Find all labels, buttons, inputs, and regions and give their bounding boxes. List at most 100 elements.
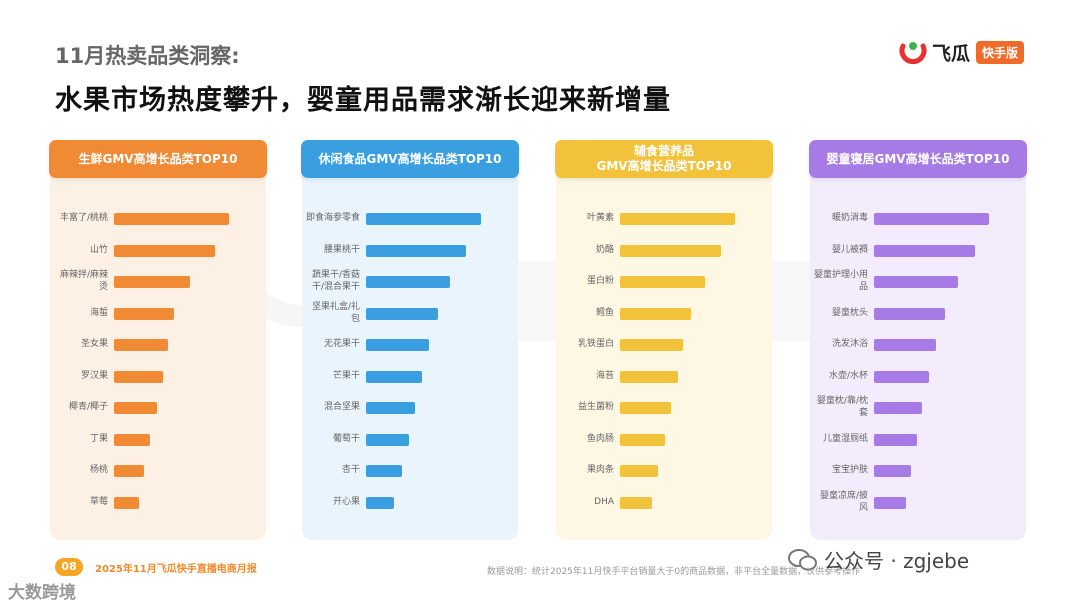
bar	[620, 307, 691, 320]
category-label: 混合坚果	[323, 402, 360, 413]
bar	[366, 496, 394, 509]
category-label: 麻辣拌/麻辣烫	[59, 270, 108, 292]
bar-row: 儿童湿厕纸	[812, 425, 917, 455]
category-label: 即食海参零食	[305, 213, 360, 224]
bar-row: 圣女果	[52, 330, 168, 360]
bar-row: 婴童枕/靠/枕套	[812, 393, 922, 423]
bar	[620, 496, 652, 509]
bar	[114, 465, 144, 477]
category-label: 海苔	[595, 370, 614, 381]
category-label: 丁果	[89, 433, 108, 444]
bar	[874, 433, 917, 446]
bar-row: 婴童护理小用品	[812, 267, 958, 297]
bar-row: 叶黄素	[558, 204, 735, 234]
data-note: 数据说明：统计2025年11月快手平台销量大于0的商品数据，非平台全量数据，仅供…	[487, 567, 861, 577]
category-label: 芒果干	[332, 370, 360, 381]
bar	[620, 370, 678, 383]
bar	[114, 433, 150, 446]
bar-row: 罗汉果	[52, 362, 163, 392]
bar	[366, 433, 409, 446]
bar-row: 草莓	[52, 488, 139, 518]
bar-row: 椰青/椰子	[52, 393, 157, 423]
category-label: 婴童凉席/披风	[819, 490, 868, 513]
bar-row: 鳕鱼	[558, 299, 691, 329]
bar-row: 洗发沐浴	[812, 330, 936, 360]
chart-title: 休闲食品GMV高增长品类TOP10	[301, 140, 519, 178]
category-label: 丰富了/桃桃	[59, 213, 108, 224]
bar	[620, 244, 721, 257]
bar	[366, 465, 402, 477]
bar-row: 混合坚果	[304, 393, 415, 423]
bar-row: 无花果干	[304, 330, 429, 360]
bar-row: 麻辣拌/麻辣烫	[52, 267, 190, 297]
bar-row: 芒果干	[304, 362, 422, 392]
bar-row: 葡萄干	[304, 425, 409, 455]
category-label: 水壶/水杯	[828, 370, 868, 381]
category-label: 杏干	[341, 465, 360, 476]
bar	[114, 370, 163, 383]
category-label: 婴儿被褥	[831, 244, 868, 255]
category-label: 宝宝护肤	[831, 465, 868, 476]
category-label: 葡萄干	[332, 433, 360, 444]
bar	[366, 339, 429, 351]
bar-row: 丁果	[52, 425, 150, 455]
feigua-logo-icon	[899, 42, 927, 65]
category-label: 益生菌粉	[577, 402, 614, 413]
bar	[620, 339, 683, 351]
page-number: 08	[55, 558, 83, 576]
bar	[366, 244, 466, 257]
bar	[114, 276, 190, 288]
bar-row: 海蜇	[52, 299, 174, 329]
category-label: 鳕鱼	[595, 307, 614, 318]
category-label: 罗汉果	[80, 370, 108, 381]
chart-title: 辅食营养品 GMV高增长品类TOP10	[555, 140, 773, 178]
category-label: 腰果桃干	[323, 244, 360, 255]
bar	[366, 402, 415, 414]
category-label: 洗发沐浴	[831, 339, 868, 350]
bar-row: 果肉条	[558, 456, 658, 486]
bar	[874, 307, 945, 320]
category-label: 蛋白粉	[586, 276, 614, 287]
bar	[366, 370, 422, 383]
bar	[366, 213, 481, 225]
category-label: 叶黄素	[586, 213, 614, 224]
bar	[620, 213, 735, 225]
page-title: 水果市场热度攀升，婴童用品需求渐长迎来新增量	[55, 85, 671, 116]
bar	[874, 276, 958, 288]
category-label: 海蜇	[89, 307, 108, 318]
bar-row: 丰富了/桃桃	[52, 204, 229, 234]
bar-row: 益生菌粉	[558, 393, 671, 423]
category-label: 无花果干	[323, 339, 360, 350]
category-label: 草莓	[89, 496, 108, 507]
bar	[114, 213, 229, 225]
chart-title: 生鲜GMV高增长品类TOP10	[49, 140, 267, 178]
category-label: DHA	[594, 496, 614, 507]
bar-row: 乳铁蛋白	[558, 330, 683, 360]
bar-row: 开心果	[304, 488, 394, 518]
category-label: 奶酪	[595, 244, 614, 255]
bar-row: 海苔	[558, 362, 678, 392]
bar-row: 宝宝护肤	[812, 456, 911, 486]
bar	[874, 244, 975, 257]
wechat-label: 公众号 · zgjebe	[824, 549, 970, 573]
category-label: 婴童护理小用品	[813, 270, 868, 292]
chart-title: 婴童寝居GMV高增长品类TOP10	[809, 140, 1027, 178]
wechat-account: 公众号 · zgjebe	[788, 545, 969, 574]
bar-row: 坚果礼盒/礼包	[304, 299, 438, 329]
bar	[874, 370, 929, 383]
category-label: 山竹	[89, 244, 108, 255]
bar-row: 蔬果干/香菇干/混合果干	[304, 267, 450, 297]
category-label: 坚果礼盒/礼包	[311, 301, 360, 324]
bar	[620, 465, 658, 477]
category-label: 果肉条	[586, 465, 614, 476]
brand-logo: 飞瓜 快手版	[898, 37, 1025, 67]
bar	[366, 307, 438, 320]
bar-row: DHA	[558, 488, 652, 518]
bar	[114, 402, 157, 414]
bar-row: 婴童凉席/披风	[812, 488, 906, 518]
category-label: 婴童枕/靠/枕套	[816, 396, 868, 418]
bar	[874, 213, 989, 225]
bar	[114, 244, 215, 257]
bar	[874, 465, 911, 477]
bar	[114, 339, 168, 351]
